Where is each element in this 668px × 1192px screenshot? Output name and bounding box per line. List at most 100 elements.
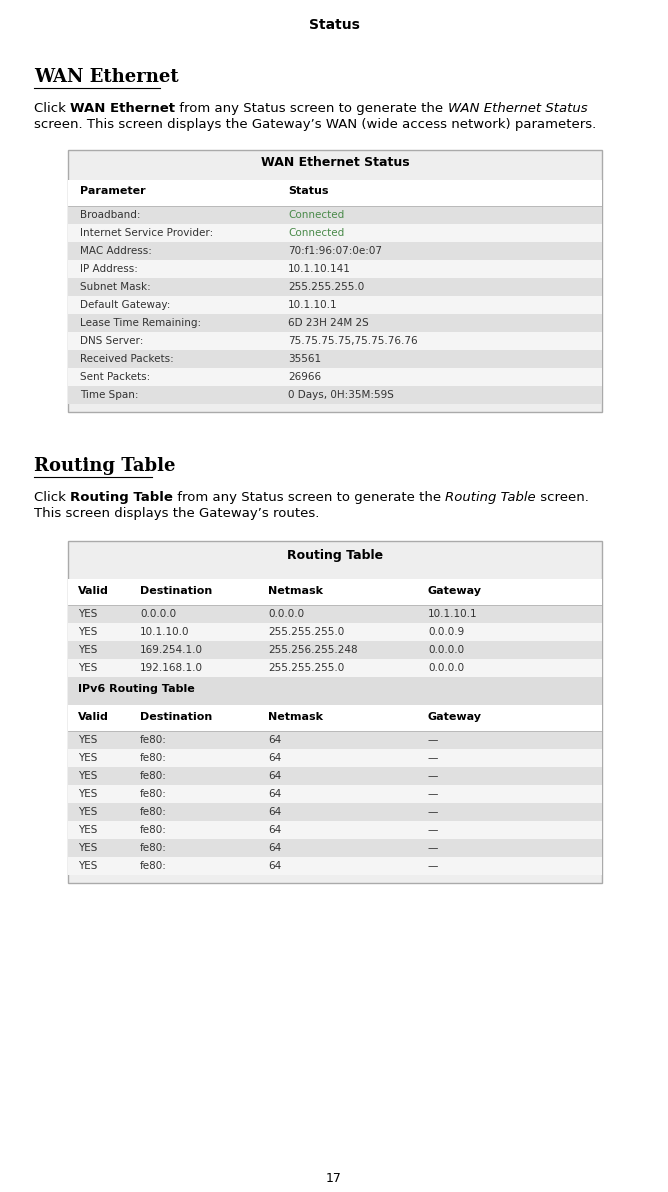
FancyBboxPatch shape bbox=[68, 704, 602, 731]
Text: 0.0.0.9: 0.0.0.9 bbox=[428, 627, 464, 637]
FancyBboxPatch shape bbox=[68, 224, 602, 242]
Text: 70:f1:96:07:0e:07: 70:f1:96:07:0e:07 bbox=[288, 246, 382, 256]
Text: 26966: 26966 bbox=[288, 372, 321, 381]
Text: YES: YES bbox=[78, 789, 98, 799]
Text: Sent Packets:: Sent Packets: bbox=[80, 372, 150, 381]
Text: Status: Status bbox=[288, 186, 329, 195]
Text: Routing Table: Routing Table bbox=[70, 491, 173, 504]
Text: DNS Server:: DNS Server: bbox=[80, 336, 144, 346]
FancyBboxPatch shape bbox=[68, 368, 602, 386]
FancyBboxPatch shape bbox=[68, 803, 602, 821]
Text: Routing Table: Routing Table bbox=[34, 457, 176, 474]
Text: Valid: Valid bbox=[78, 586, 109, 596]
Text: from any Status screen to generate the: from any Status screen to generate the bbox=[173, 491, 446, 504]
Text: 6D 23H 24M 2S: 6D 23H 24M 2S bbox=[288, 318, 369, 328]
Text: WAN Ethernet Status: WAN Ethernet Status bbox=[261, 156, 409, 169]
Text: Connected: Connected bbox=[288, 228, 344, 238]
FancyBboxPatch shape bbox=[68, 150, 602, 412]
Text: fe80:: fe80: bbox=[140, 807, 167, 817]
FancyBboxPatch shape bbox=[68, 242, 602, 260]
Text: YES: YES bbox=[78, 843, 98, 853]
FancyBboxPatch shape bbox=[68, 766, 602, 786]
Text: —: — bbox=[428, 825, 438, 836]
Text: YES: YES bbox=[78, 645, 98, 654]
Text: 0.0.0.0: 0.0.0.0 bbox=[428, 663, 464, 673]
Text: fe80:: fe80: bbox=[140, 789, 167, 799]
Text: from any Status screen to generate the: from any Status screen to generate the bbox=[175, 103, 448, 114]
Text: 192.168.1.0: 192.168.1.0 bbox=[140, 663, 203, 673]
Text: Internet Service Provider:: Internet Service Provider: bbox=[80, 228, 213, 238]
Text: Time Span:: Time Span: bbox=[80, 390, 138, 401]
Text: Default Gateway:: Default Gateway: bbox=[80, 300, 170, 310]
Text: 17: 17 bbox=[326, 1172, 342, 1185]
Text: WAN Ethernet: WAN Ethernet bbox=[70, 103, 175, 114]
Text: IP Address:: IP Address: bbox=[80, 263, 138, 274]
Text: Destination: Destination bbox=[140, 586, 212, 596]
Text: Routing Table: Routing Table bbox=[287, 550, 383, 561]
Text: fe80:: fe80: bbox=[140, 753, 167, 763]
Text: Status: Status bbox=[309, 18, 359, 32]
FancyBboxPatch shape bbox=[68, 821, 602, 839]
FancyBboxPatch shape bbox=[68, 786, 602, 803]
FancyBboxPatch shape bbox=[68, 180, 602, 206]
Text: 10.1.10.141: 10.1.10.141 bbox=[288, 263, 351, 274]
Text: MAC Address:: MAC Address: bbox=[80, 246, 152, 256]
FancyBboxPatch shape bbox=[68, 386, 602, 404]
Text: Lease Time Remaining:: Lease Time Remaining: bbox=[80, 318, 201, 328]
Text: 255.255.255.0: 255.255.255.0 bbox=[268, 663, 344, 673]
Text: Netmask: Netmask bbox=[268, 586, 323, 596]
Text: YES: YES bbox=[78, 825, 98, 836]
FancyBboxPatch shape bbox=[68, 260, 602, 278]
Text: 169.254.1.0: 169.254.1.0 bbox=[140, 645, 203, 654]
Text: 0.0.0.0: 0.0.0.0 bbox=[140, 609, 176, 619]
FancyBboxPatch shape bbox=[68, 579, 602, 606]
Text: Destination: Destination bbox=[140, 712, 212, 722]
Text: Connected: Connected bbox=[288, 210, 344, 221]
FancyBboxPatch shape bbox=[68, 206, 602, 224]
FancyBboxPatch shape bbox=[68, 749, 602, 766]
Text: fe80:: fe80: bbox=[140, 825, 167, 836]
FancyBboxPatch shape bbox=[68, 296, 602, 313]
FancyBboxPatch shape bbox=[68, 313, 602, 333]
FancyBboxPatch shape bbox=[68, 541, 602, 883]
Text: Gateway: Gateway bbox=[428, 712, 482, 722]
FancyBboxPatch shape bbox=[68, 350, 602, 368]
Text: fe80:: fe80: bbox=[140, 843, 167, 853]
Text: YES: YES bbox=[78, 735, 98, 745]
Text: Click: Click bbox=[34, 103, 70, 114]
Text: —: — bbox=[428, 735, 438, 745]
Text: 0 Days, 0H:35M:59S: 0 Days, 0H:35M:59S bbox=[288, 390, 394, 401]
FancyBboxPatch shape bbox=[68, 857, 602, 875]
Text: screen.: screen. bbox=[536, 491, 589, 504]
Text: YES: YES bbox=[78, 627, 98, 637]
Text: This screen displays the Gateway’s routes.: This screen displays the Gateway’s route… bbox=[34, 507, 319, 520]
Text: 64: 64 bbox=[268, 753, 281, 763]
Text: fe80:: fe80: bbox=[140, 735, 167, 745]
FancyBboxPatch shape bbox=[68, 278, 602, 296]
Text: WAN Ethernet: WAN Ethernet bbox=[34, 68, 178, 86]
Text: 75.75.75.75,75.75.76.76: 75.75.75.75,75.75.76.76 bbox=[288, 336, 418, 346]
Text: Received Packets:: Received Packets: bbox=[80, 354, 174, 364]
Text: Subnet Mask:: Subnet Mask: bbox=[80, 283, 151, 292]
Text: Gateway: Gateway bbox=[428, 586, 482, 596]
Text: 10.1.10.1: 10.1.10.1 bbox=[288, 300, 337, 310]
Text: —: — bbox=[428, 753, 438, 763]
Text: —: — bbox=[428, 789, 438, 799]
Text: Routing Table: Routing Table bbox=[446, 491, 536, 504]
Text: Broadband:: Broadband: bbox=[80, 210, 140, 221]
Text: YES: YES bbox=[78, 807, 98, 817]
FancyBboxPatch shape bbox=[68, 677, 602, 704]
Text: —: — bbox=[428, 771, 438, 781]
Text: screen. This screen displays the Gateway’s WAN (wide access network) parameters.: screen. This screen displays the Gateway… bbox=[34, 118, 597, 131]
Text: IPv6 Routing Table: IPv6 Routing Table bbox=[78, 684, 195, 694]
FancyBboxPatch shape bbox=[68, 659, 602, 677]
Text: fe80:: fe80: bbox=[140, 861, 167, 871]
FancyBboxPatch shape bbox=[68, 623, 602, 641]
Text: YES: YES bbox=[78, 753, 98, 763]
Text: Parameter: Parameter bbox=[80, 186, 146, 195]
Text: YES: YES bbox=[78, 663, 98, 673]
Text: 10.1.10.0: 10.1.10.0 bbox=[140, 627, 190, 637]
Text: Valid: Valid bbox=[78, 712, 109, 722]
Text: 35561: 35561 bbox=[288, 354, 321, 364]
Text: 64: 64 bbox=[268, 861, 281, 871]
